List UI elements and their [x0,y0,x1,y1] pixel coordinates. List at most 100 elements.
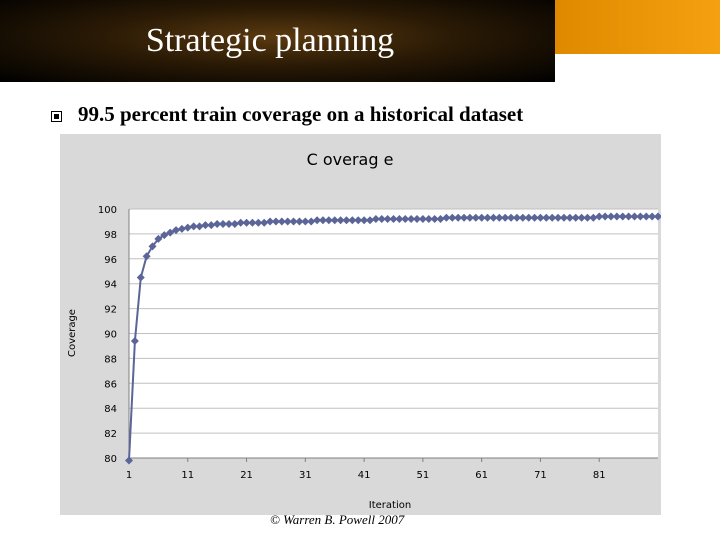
data-point [207,221,216,230]
data-point [360,216,369,225]
data-point [248,218,257,227]
data-point [606,212,615,221]
data-point [336,216,345,225]
data-point [536,213,545,222]
x-tick-label: 61 [475,470,488,481]
bullet-text: 99.5 percent train coverage on a histori… [78,102,524,126]
bullet-square-icon [51,111,62,122]
data-point [236,218,245,227]
data-point [407,214,416,223]
y-tick-label: 84 [104,404,117,415]
data-point [377,214,386,223]
x-tick-label: 21 [240,470,253,481]
data-point [224,219,233,228]
data-point [554,213,563,222]
data-point [371,214,380,223]
data-point [318,216,327,225]
data-point [571,213,580,222]
data-point [530,213,539,222]
data-point [183,223,192,232]
data-point [589,213,598,222]
data-point [136,273,145,282]
data-point [260,218,269,227]
y-tick-label: 92 [104,305,117,316]
data-point [148,242,157,251]
data-point [483,213,492,222]
y-tick-label: 88 [104,354,117,365]
data-point [142,252,151,261]
chart-title: C overag e [307,150,394,169]
data-point [618,212,627,221]
data-point [595,212,604,221]
y-tick-label: 96 [104,255,117,266]
data-point [166,228,175,237]
data-point [307,217,316,226]
data-point [518,213,527,222]
data-point [577,213,586,222]
data-point [365,216,374,225]
y-tick-label: 90 [104,330,117,341]
data-point [230,219,239,228]
data-point [565,213,574,222]
data-point [266,217,275,226]
data-point [401,214,410,223]
data-point [612,212,621,221]
data-point [348,216,357,225]
data-point [424,214,433,223]
data-point [395,214,404,223]
data-point [454,213,463,222]
data-point [289,217,298,226]
x-tick-label: 71 [534,470,547,481]
y-tick-label: 100 [98,205,117,216]
data-point [313,216,322,225]
banner-white-block [555,54,720,82]
data-point [271,217,280,226]
data-point [477,213,486,222]
data-point [507,213,516,222]
data-point [471,213,480,222]
data-point [548,213,557,222]
data-point [442,213,451,222]
x-axis-label: Iteration [369,500,411,511]
data-point [524,213,533,222]
data-point [125,456,133,465]
data-point [389,214,398,223]
data-point [460,213,469,222]
data-point [330,216,339,225]
data-point [354,216,363,225]
data-point [413,214,422,223]
data-point [277,217,286,226]
title-banner-dark [0,0,555,82]
data-point [495,213,504,222]
data-point [189,222,198,231]
data-point [648,212,657,221]
x-tick-label: 11 [181,470,194,481]
data-point [559,213,568,222]
data-point [642,212,651,221]
y-tick-label: 80 [104,454,117,465]
data-point [295,217,304,226]
data-point [430,214,439,223]
data-point [436,214,445,223]
data-point [154,234,163,243]
data-point [195,222,204,231]
data-point [324,216,333,225]
data-point [219,219,228,228]
y-axis-label: Coverage [67,309,78,357]
data-point [301,217,310,226]
x-tick-label: 41 [358,470,371,481]
data-point [583,213,592,222]
x-tick-label: 81 [593,470,606,481]
data-point [342,216,351,225]
data-point [418,214,427,223]
x-tick-label: 1 [126,470,132,481]
data-point [624,212,633,221]
x-tick-label: 51 [417,470,430,481]
data-point [601,212,610,221]
data-point [542,213,551,222]
data-point [213,219,222,228]
y-tick-label: 98 [104,230,117,241]
data-point [172,226,181,235]
data-point [177,224,186,233]
data-point [201,221,210,230]
